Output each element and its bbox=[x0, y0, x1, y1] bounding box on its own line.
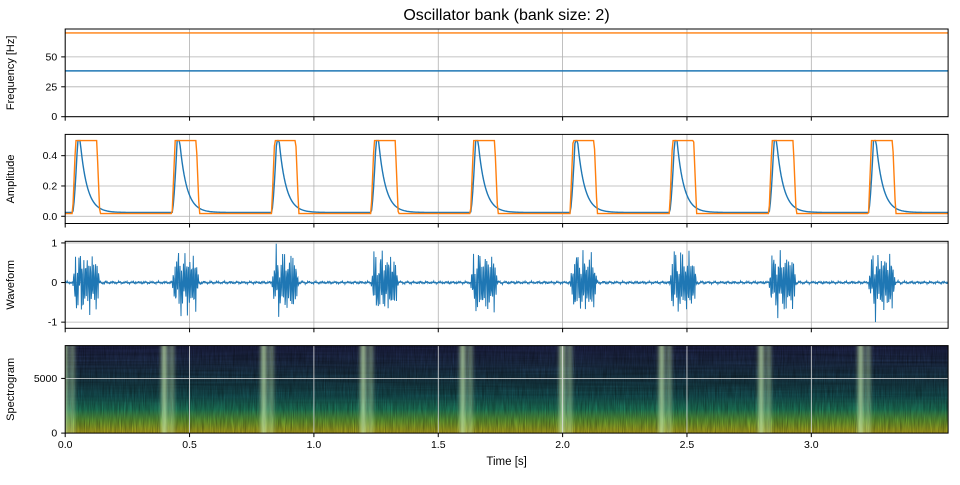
svg-text:25: 25 bbox=[46, 81, 58, 93]
svg-text:Waveform: Waveform bbox=[5, 260, 17, 310]
svg-text:0.0: 0.0 bbox=[43, 211, 58, 223]
svg-text:0.5: 0.5 bbox=[182, 439, 197, 451]
svg-text:0.0: 0.0 bbox=[58, 439, 73, 451]
svg-text:Spectrogram: Spectrogram bbox=[5, 358, 17, 421]
svg-text:1.0: 1.0 bbox=[307, 439, 322, 451]
svg-text:Time [s]: Time [s] bbox=[486, 456, 526, 468]
svg-text:0: 0 bbox=[51, 111, 57, 123]
svg-text:1.5: 1.5 bbox=[431, 439, 446, 451]
svg-text:0: 0 bbox=[51, 428, 57, 440]
svg-text:50: 50 bbox=[46, 51, 58, 63]
svg-text:2.0: 2.0 bbox=[555, 439, 570, 451]
svg-text:0.4: 0.4 bbox=[43, 150, 58, 162]
svg-text:-1: -1 bbox=[48, 317, 57, 329]
svg-text:5000: 5000 bbox=[34, 373, 58, 385]
svg-text:Frequency [Hz]: Frequency [Hz] bbox=[5, 36, 17, 111]
svg-text:1: 1 bbox=[51, 237, 57, 249]
svg-text:Amplitude: Amplitude bbox=[5, 154, 17, 203]
svg-text:0.2: 0.2 bbox=[43, 180, 58, 192]
svg-text:3.0: 3.0 bbox=[804, 439, 819, 451]
svg-text:0: 0 bbox=[51, 277, 57, 289]
svg-text:2.5: 2.5 bbox=[680, 439, 695, 451]
